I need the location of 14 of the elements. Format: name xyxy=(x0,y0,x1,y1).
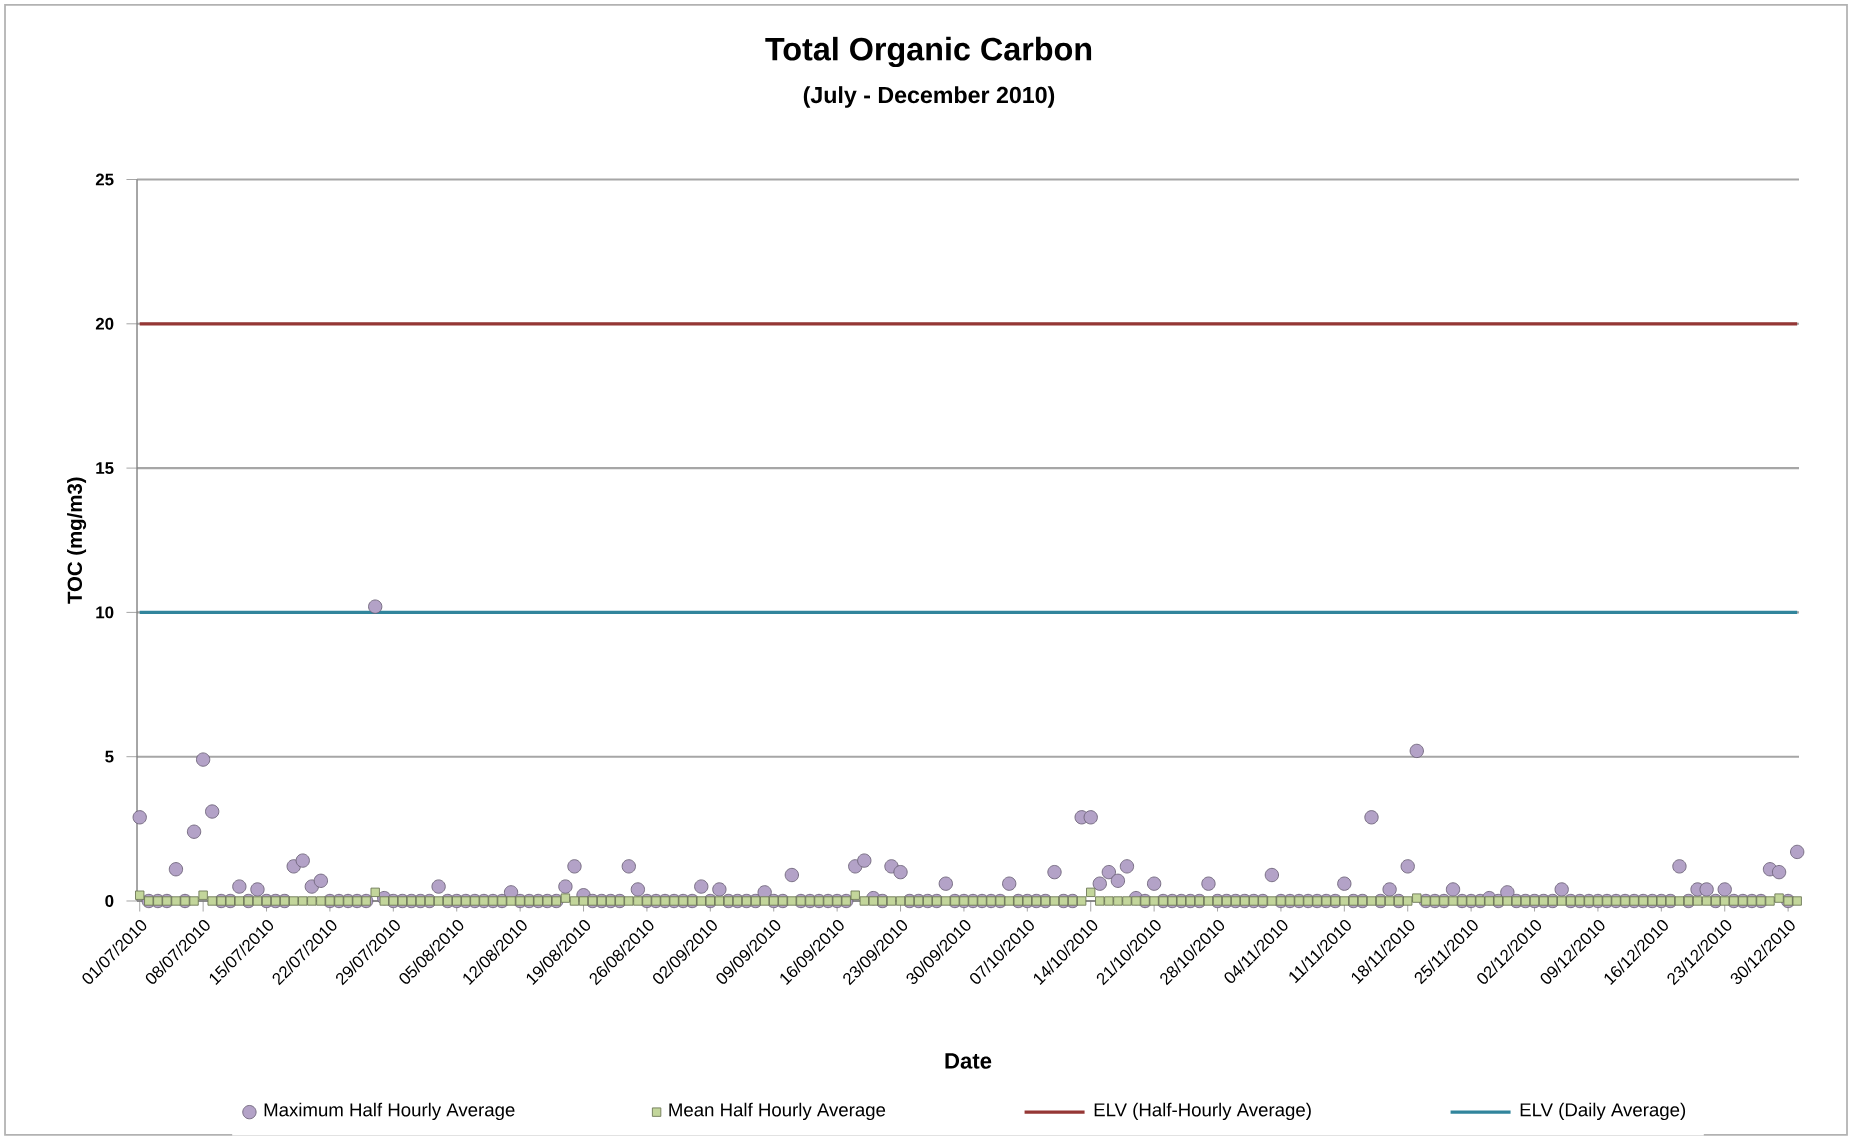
y-tick-label: 10 xyxy=(96,606,114,619)
y-tick-label: 25 xyxy=(95,173,114,186)
y-tick-label: 15 xyxy=(96,462,114,474)
y-axis-title: TOC (mg/m3) xyxy=(67,477,87,604)
y-tick-label: 5 xyxy=(105,750,114,763)
legend-label: ELV (Daily Average) xyxy=(1520,1102,1686,1121)
chart-subtitle: (July - December 2010) xyxy=(803,86,1055,108)
x-axis-title: Date xyxy=(945,1053,992,1069)
legend-label: Mean Half Hourly Average xyxy=(669,1102,886,1121)
legend-label: Maximum Half Hourly Average xyxy=(264,1102,515,1121)
y-tick-label: 0 xyxy=(105,895,114,907)
y-tick-label: 20 xyxy=(95,317,114,330)
chart-title: Total Organic Carbon xyxy=(765,36,1092,68)
legend-label: ELV (Half-Hourly Average) xyxy=(1094,1102,1311,1121)
